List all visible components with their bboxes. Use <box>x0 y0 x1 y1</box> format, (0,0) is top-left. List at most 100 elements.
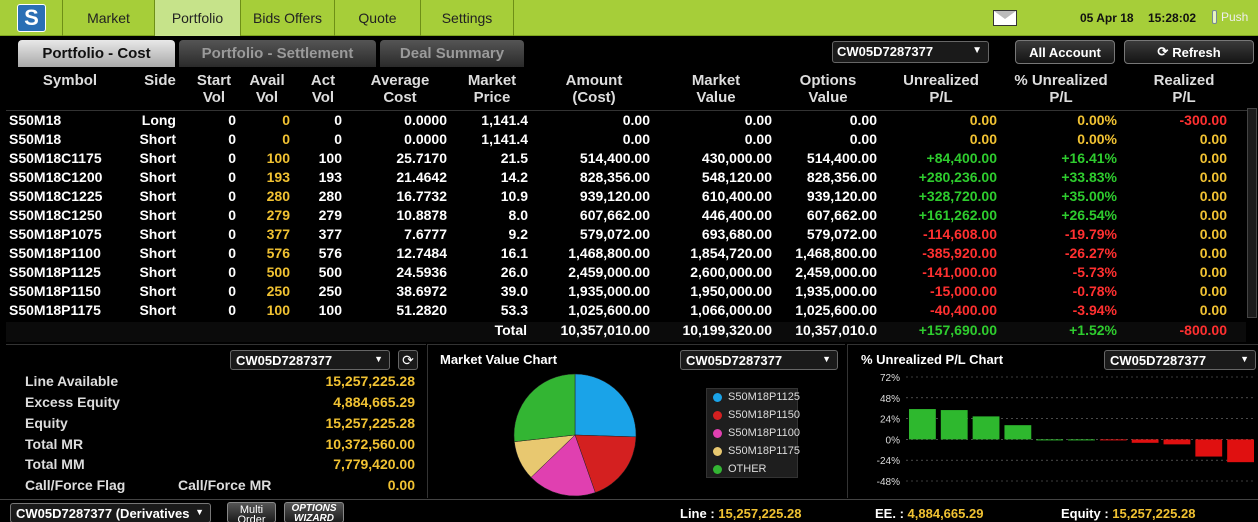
col-header-line1: Unrealized <box>903 72 979 89</box>
table-row[interactable]: S50M18P1175 Short 0 100 100 51.2820 53.3 1,025,… <box>6 302 1246 321</box>
col-header-line2: Vol <box>255 89 279 106</box>
col-header-line1: Side <box>144 72 176 89</box>
table-row[interactable]: S50M18P1100 Short 0 576 576 12.7484 16.1 1,468,… <box>6 245 1246 264</box>
status-account-select[interactable]: CW05D7287377 (Derivatives ▼ <box>10 503 211 522</box>
refresh-button[interactable]: ⟳ Refresh <box>1124 40 1254 64</box>
col-header-avail-vol[interactable]: Avail Vol <box>207 72 327 106</box>
cell-pct-unrealized-pl: 0.00% <box>1077 112 1117 128</box>
dropdown-arrow-icon: ▼ <box>195 507 204 517</box>
nav-market[interactable]: Market <box>62 0 154 36</box>
col-header-line1: Avail <box>249 72 285 89</box>
pl-bar[interactable] <box>940 410 968 440</box>
pie-slice[interactable] <box>530 434 596 497</box>
cell-market-value: 446,400.00 <box>701 207 772 223</box>
pl-bar[interactable] <box>972 416 1000 440</box>
cell-options-value: 607,662.00 <box>806 207 877 223</box>
summary-refresh-icon[interactable]: ⟳ <box>398 350 418 370</box>
col-header-amount-cost[interactable]: Amount (Cost) <box>534 72 654 106</box>
cell-market-price: 14.2 <box>500 169 528 185</box>
pl-bar[interactable] <box>909 409 936 440</box>
nav-settings[interactable]: Settings <box>420 0 514 36</box>
table-scrollbar[interactable] <box>1247 108 1257 318</box>
table-row[interactable]: S50M18P1075 Short 0 377 377 7.6777 9.2 579,072.… <box>6 226 1246 245</box>
cell-amount-cost: 0.00 <box>622 131 650 147</box>
mail-icon[interactable] <box>993 10 1017 26</box>
table-row[interactable]: S50M18P1125 Short 0 500 500 24.5936 26.0 2,459,… <box>6 264 1246 283</box>
col-header-symbol[interactable]: Symbol <box>10 72 130 89</box>
col-header-start-vol[interactable]: Start Vol <box>154 72 274 106</box>
pl-bar[interactable] <box>1004 425 1032 440</box>
table-row[interactable]: S50M18 Long 0 0 0 0.0000 1,141.4 0.00 0.00 0.00 0.… <box>6 112 1246 131</box>
total-pct-unrealized-pl: +1.52% <box>1069 322 1117 338</box>
legend-swatch-icon <box>713 446 722 456</box>
col-header-line2: P/L <box>1172 89 1196 106</box>
push-toggle[interactable]: Push <box>1212 10 1248 24</box>
account-summary-label: Total MM <box>25 456 85 472</box>
account-summary-value: 4,884,665.29 <box>333 394 415 410</box>
cell-pct-unrealized-pl: +26.54% <box>1061 207 1117 223</box>
cell-side: Short <box>139 150 176 166</box>
status-equity-label: Equity : <box>1061 506 1109 521</box>
col-header-market-value[interactable]: Market Value <box>656 72 776 106</box>
col-header-line2: P/L <box>1049 89 1073 106</box>
tab-deal-summary[interactable]: Deal Summary <box>380 40 524 67</box>
pl-bar[interactable] <box>1131 439 1159 443</box>
legend-swatch-icon <box>713 410 722 420</box>
cell-amount-cost: 607,662.00 <box>579 207 650 223</box>
col-header-options-value[interactable]: Options Value <box>768 72 888 106</box>
cell-unrealized-pl: -15,000.00 <box>930 283 997 299</box>
multi-order-button[interactable]: Multi Order <box>227 502 276 522</box>
nav-portfolio[interactable]: Portfolio <box>154 0 240 36</box>
pl-account-select[interactable]: CW05D7287377 ▼ <box>1104 350 1256 370</box>
pl-bar[interactable] <box>1036 439 1064 441</box>
cell-pct-unrealized-pl: -3.94% <box>1072 302 1117 318</box>
col-header-line1: Symbol <box>42 72 98 89</box>
cell-avail-vol: 279 <box>266 207 290 223</box>
col-header-line1: Amount <box>565 72 623 89</box>
push-label: Push <box>1221 10 1249 24</box>
col-header-line1: Act <box>310 72 336 89</box>
cell-act-vol: 377 <box>318 226 342 242</box>
all-account-button[interactable]: All Account <box>1015 40 1115 64</box>
pl-bar[interactable] <box>1099 439 1127 441</box>
col-header-act-vol[interactable]: Act Vol <box>263 72 383 106</box>
pl-bar[interactable] <box>1068 439 1095 441</box>
pie-account-select[interactable]: CW05D7287377 ▼ <box>680 350 838 370</box>
col-header-market-price[interactable]: Market Price <box>432 72 552 106</box>
table-row[interactable]: S50M18P1150 Short 0 250 250 38.6972 39.0 1,935,… <box>6 283 1246 302</box>
cell-amount-cost: 828,356.00 <box>579 169 650 185</box>
cell-pct-unrealized-pl: 0.00% <box>1077 131 1117 147</box>
table-row[interactable]: S50M18C1225 Short 0 280 280 16.7732 10.9 939,12… <box>6 188 1246 207</box>
cell-symbol: S50M18P1075 <box>9 226 102 242</box>
pl-bar[interactable] <box>1163 439 1191 445</box>
legend-item: OTHER <box>713 463 767 475</box>
tab-portfolio-settlement[interactable]: Portfolio - Settlement <box>179 40 376 67</box>
nav-quote[interactable]: Quote <box>334 0 420 36</box>
summary-account-select[interactable]: CW05D7287377 ▼ <box>230 350 390 370</box>
options-wizard-button[interactable]: OPTIONS WIZARD <box>284 502 344 522</box>
col-header-avg-cost[interactable]: Average Cost <box>340 72 460 106</box>
col-header-pct-unrealized-pl[interactable]: % Unrealized P/L <box>1001 72 1121 106</box>
cell-avail-vol: 576 <box>266 245 290 261</box>
account-select[interactable]: CW05D7287377 ▼ <box>832 41 989 63</box>
table-row[interactable]: S50M18C1175 Short 0 100 100 25.7170 21.5 514,40… <box>6 150 1246 169</box>
cell-avg-cost: 12.7484 <box>396 245 447 261</box>
tab-portfolio-cost[interactable]: Portfolio - Cost <box>18 40 175 67</box>
pie-slice[interactable] <box>513 373 576 442</box>
pie-slice[interactable] <box>574 373 637 438</box>
col-header-side[interactable]: Side <box>100 72 220 89</box>
cell-realized-pl: 0.00 <box>1199 245 1227 261</box>
legend-item: S50M18P1125 <box>713 391 800 403</box>
nav-bids-offers[interactable]: Bids Offers <box>240 0 334 36</box>
pl-bar[interactable] <box>1227 439 1254 463</box>
table-row[interactable]: S50M18C1250 Short 0 279 279 10.8878 8.0 607,662… <box>6 207 1246 226</box>
cell-realized-pl: 0.00 <box>1199 188 1227 204</box>
cell-avail-vol: 280 <box>266 188 290 204</box>
cell-avg-cost: 7.6777 <box>404 226 447 242</box>
col-header-unrealized-pl[interactable]: Unrealized P/L <box>881 72 1001 106</box>
table-row[interactable]: S50M18C1200 Short 0 193 193 21.4642 14.2 828,35… <box>6 169 1246 188</box>
pl-bar[interactable] <box>1195 439 1223 457</box>
cell-options-value: 1,468,800.00 <box>795 245 877 261</box>
col-header-realized-pl[interactable]: Realized P/L <box>1124 72 1244 106</box>
table-row[interactable]: S50M18 Short 0 0 0 0.0000 1,141.4 0.00 0.00 0.00 0… <box>6 131 1246 150</box>
